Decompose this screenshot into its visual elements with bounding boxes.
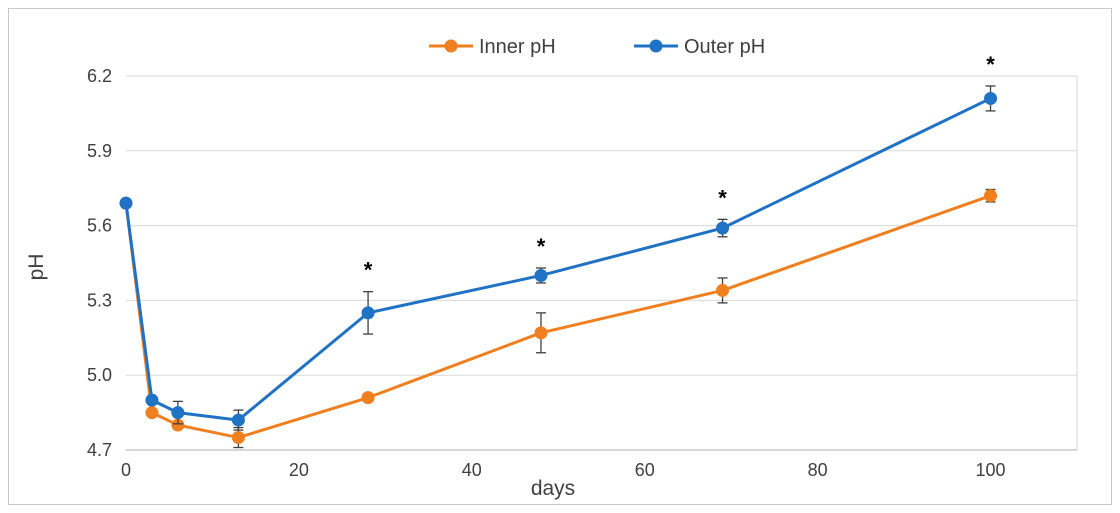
data-point	[361, 306, 375, 320]
y-axis-title: pH	[25, 254, 48, 281]
y-tick-label: 5.0	[87, 365, 112, 385]
axis-layer: 4.7 5.0 5.3 5.6 5.9 6.2 0 20 40 60 80 100	[87, 66, 1077, 480]
significance-star: *	[718, 185, 727, 210]
data-point	[984, 91, 998, 105]
data-point	[145, 406, 159, 420]
x-axis-title: days	[531, 477, 575, 500]
data-point	[716, 283, 730, 297]
y-tick-label: 5.3	[87, 290, 112, 310]
significance-star: *	[537, 234, 546, 259]
significance-markers: * * * *	[364, 52, 995, 283]
x-tick-label: 80	[808, 460, 828, 480]
y-tick-label: 5.6	[87, 216, 112, 236]
x-tick-label: 100	[976, 460, 1006, 480]
series-layer	[119, 85, 998, 449]
data-point	[231, 431, 245, 445]
data-point	[231, 413, 245, 427]
x-tick-label: 60	[635, 460, 655, 480]
data-point	[119, 196, 133, 210]
x-tick-label: 40	[462, 460, 482, 480]
data-point	[171, 406, 185, 420]
data-point	[534, 268, 548, 282]
y-tick-label: 5.9	[87, 141, 112, 161]
data-point	[171, 418, 185, 432]
legend: Inner pH Outer pH	[429, 36, 765, 58]
chart-frame: 4.7 5.0 5.3 5.6 5.9 6.2 0 20 40 60 80 100 * * * * Inne…	[8, 8, 1112, 505]
significance-star: *	[364, 258, 373, 283]
series-line-2	[124, 97, 992, 422]
legend-label: Inner pH	[479, 36, 556, 58]
line-chart: 4.7 5.0 5.3 5.6 5.9 6.2 0 20 40 60 80 100 * * * * Inne…	[25, 36, 1078, 500]
y-tick-label: 4.7	[87, 440, 112, 460]
data-point	[145, 393, 159, 407]
x-tick-label: 20	[289, 460, 309, 480]
x-tick-label: 0	[121, 460, 131, 480]
y-tick-label: 6.2	[87, 66, 112, 86]
data-point	[361, 391, 375, 405]
legend-swatch-marker	[444, 39, 458, 53]
series-line-1	[124, 194, 992, 440]
data-point	[984, 189, 998, 203]
data-point	[534, 326, 548, 340]
significance-star: *	[986, 52, 995, 77]
legend-label: Outer pH	[684, 36, 765, 58]
legend-swatch-marker	[649, 39, 663, 53]
data-point	[716, 221, 730, 235]
